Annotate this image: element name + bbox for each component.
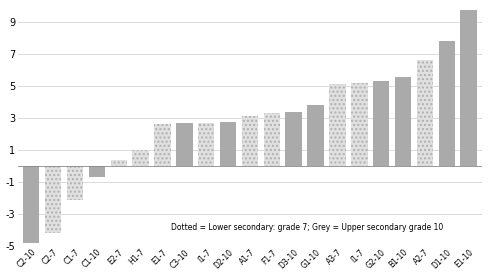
Bar	[110, 160, 127, 166]
Text: Dotted = Lower secondary: grade 7; Grey = Upper secondary grade 10: Dotted = Lower secondary: grade 7; Grey …	[171, 223, 443, 232]
Bar	[198, 123, 214, 166]
Bar	[460, 10, 477, 166]
Bar	[308, 105, 324, 166]
Bar	[198, 123, 214, 166]
Bar	[88, 166, 105, 177]
Bar	[242, 116, 258, 166]
Bar	[264, 113, 280, 166]
Bar	[351, 83, 368, 166]
Bar	[23, 166, 40, 243]
Bar	[45, 166, 62, 233]
Bar	[154, 124, 170, 166]
Bar	[154, 124, 170, 166]
Bar	[132, 150, 149, 166]
Bar	[416, 60, 433, 166]
Bar	[110, 160, 127, 166]
Bar	[45, 166, 62, 233]
Bar	[242, 116, 258, 166]
Bar	[329, 84, 345, 166]
Bar	[438, 41, 455, 166]
Bar	[67, 166, 83, 200]
Bar	[264, 113, 280, 166]
Bar	[373, 81, 390, 166]
Bar	[286, 112, 302, 166]
Bar	[416, 60, 433, 166]
Bar	[220, 122, 236, 166]
Bar	[395, 77, 411, 166]
Bar	[351, 83, 368, 166]
Bar	[329, 84, 345, 166]
Bar	[67, 166, 83, 200]
Bar	[176, 123, 192, 166]
Bar	[132, 150, 149, 166]
